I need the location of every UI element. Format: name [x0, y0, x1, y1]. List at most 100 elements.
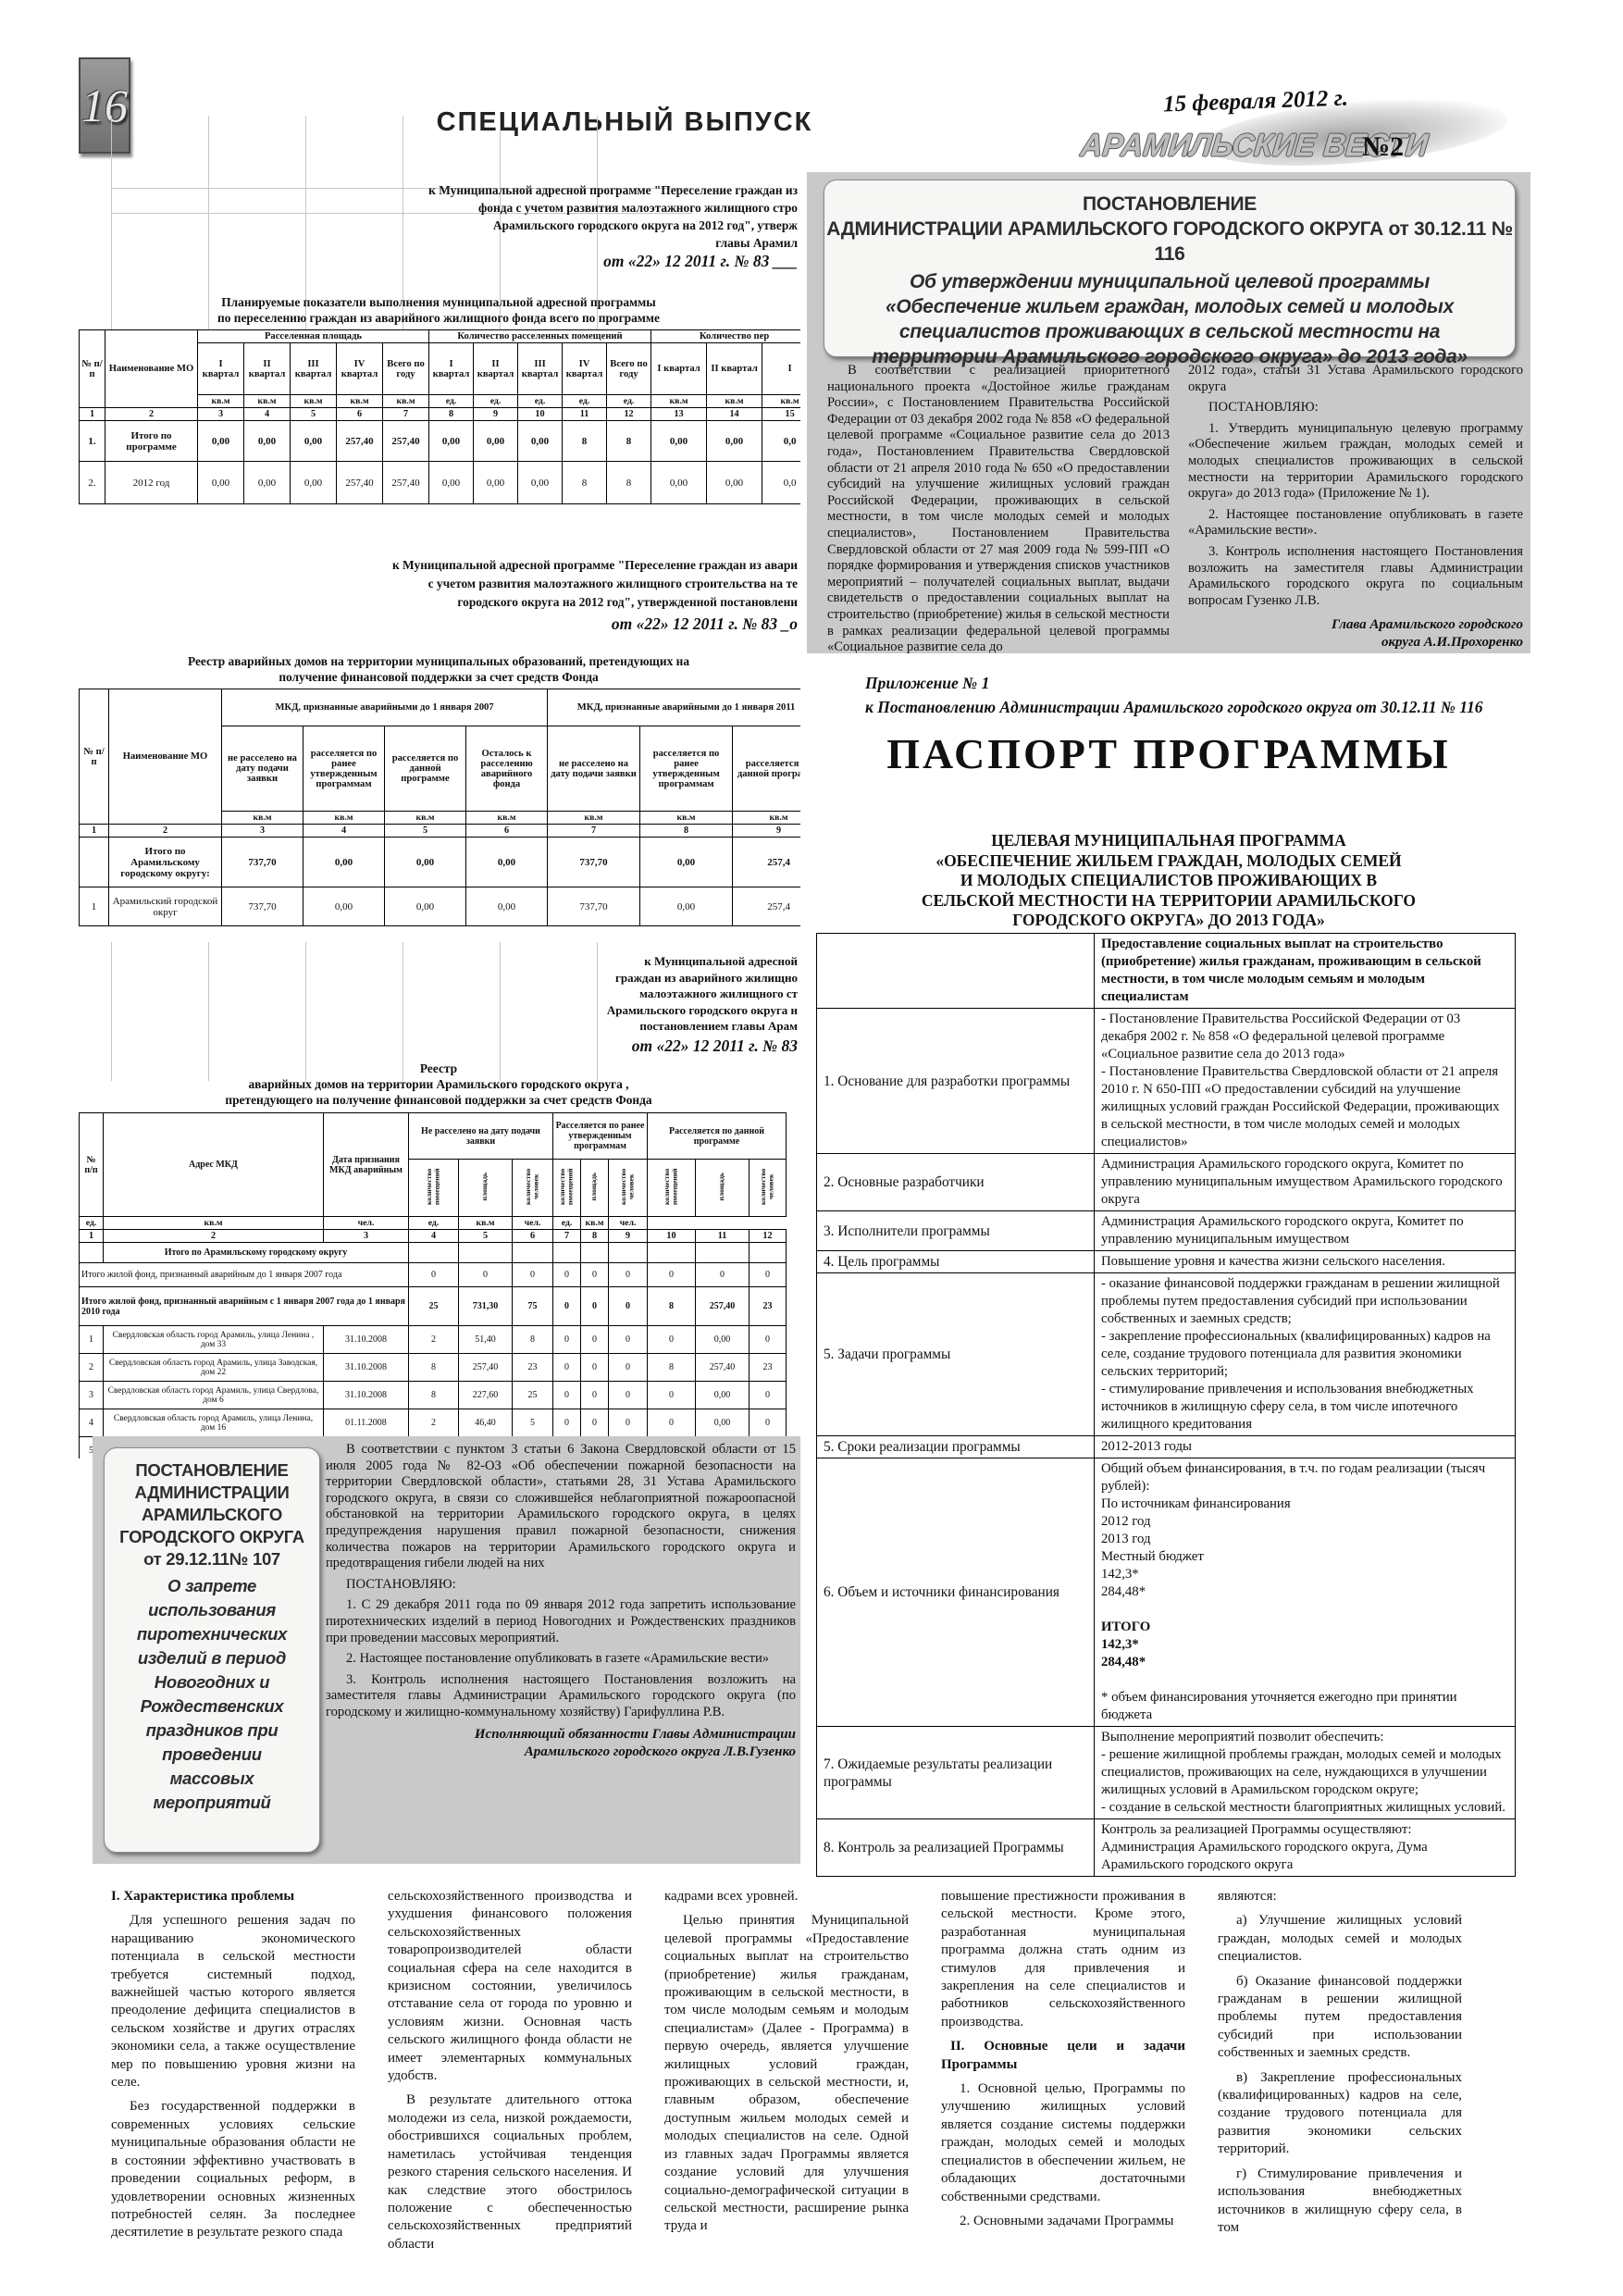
cell: 0,00	[695, 1409, 750, 1437]
cell: 0	[408, 1262, 459, 1287]
cell: Предоставление социальных выплат на стро…	[1094, 933, 1516, 1009]
paragraph: 1. Утвердить муниципальную целевую прогр…	[1188, 420, 1523, 502]
cell: 0	[608, 1353, 648, 1382]
paragraph: Целью принятия Муниципальной целевой про…	[664, 1913, 909, 2234]
paragraph: Без государственной поддержки в современ…	[111, 2099, 355, 2240]
cell: 7. Ожидаемые результаты реализации прогр…	[816, 1726, 1095, 1819]
cell: 0,00	[428, 420, 475, 462]
page-number-badge: 16	[79, 57, 130, 154]
cell: кв.м	[103, 1216, 324, 1230]
cell: кв.м	[650, 394, 708, 408]
cell: 0,00	[197, 420, 244, 462]
cell: 0	[552, 1262, 581, 1287]
cell: Свердловская область город Арамиль, улиц…	[103, 1409, 324, 1437]
cell: кв.м	[706, 394, 763, 408]
cell: Итого жилой фонд, признанный аварийным д…	[79, 1262, 409, 1287]
cell: Администрация Арамильского городского ок…	[1094, 1153, 1516, 1211]
cell: № п/п	[79, 689, 109, 825]
cell: 0	[552, 1286, 581, 1326]
cell: IV квартал	[562, 342, 608, 395]
cell: кв.м	[762, 394, 800, 408]
cell: 10	[647, 1229, 696, 1243]
cell: кв.м	[303, 811, 385, 825]
cell: 23	[512, 1353, 553, 1382]
table-row: кв.м кв.м кв.м кв.м кв.м ед. ед. ед. ед.…	[80, 394, 800, 408]
table-row: 2 Свердловская область город Арамиль, ул…	[79, 1353, 787, 1382]
cell: 257,40	[336, 420, 383, 462]
rotated-label: количество человек	[524, 1168, 540, 1205]
cell: 0	[512, 1262, 553, 1287]
cell	[816, 933, 1095, 1009]
cell: Администрация Арамильского городского ок…	[1094, 1210, 1516, 1251]
cell	[512, 1242, 553, 1263]
cell: 7	[552, 1229, 581, 1243]
cell: площадь	[695, 1159, 750, 1217]
cell: не расселено на дату подачи заявки	[221, 726, 304, 812]
paragraph: ПОСТАНОВЛЯЮ:	[346, 1576, 456, 1592]
decree-116-signature: Глава Арамильского городского округа А.И…	[1332, 617, 1523, 651]
cell: кв.м	[580, 1216, 609, 1230]
cell: 8	[606, 461, 652, 504]
cell: Количество расселенных помещений	[428, 329, 652, 343]
table-b-clip: № п/п Наименование МО МКД, признанные ав…	[79, 689, 800, 935]
cell: Адрес МКД	[103, 1112, 324, 1217]
cell: расселяется по данной программе	[732, 726, 800, 812]
cell: кв.м	[336, 394, 383, 408]
cell	[408, 1242, 459, 1263]
cell: 9	[608, 1229, 648, 1243]
cell: количество помещений	[552, 1159, 581, 1217]
table-c-title: Реестр аварийных домов на территории Ара…	[225, 1061, 652, 1107]
cell: кв.м	[384, 811, 466, 825]
paragraph: В соответствии с реализацией приоритетно…	[827, 363, 1170, 655]
cell: 8	[562, 461, 608, 504]
cell: IV квартал	[336, 342, 383, 395]
cell: 0,00	[303, 837, 385, 887]
appendix-line-1: Приложение № 1	[865, 674, 990, 692]
paragraph: в) Закрепление профессиональных (квалифи…	[1218, 2069, 1462, 2157]
decree-107-signature: Исполняющий обязанности Главы Администра…	[474, 1726, 796, 1759]
bottom-column-2: сельскохозяйственного производства и уху…	[388, 1888, 632, 2260]
cell: 0,00	[695, 1325, 750, 1354]
cell: 731,30	[458, 1286, 513, 1326]
cell: Не расселено на дату подачи заявки	[408, 1112, 553, 1160]
cell	[647, 1242, 696, 1263]
cell: Количество пер	[650, 329, 800, 343]
cell: II квартал	[473, 342, 519, 395]
cell: 0,00	[695, 1381, 750, 1409]
cell: 3	[221, 824, 304, 838]
table-row: 5. Сроки реализации программы 2012-2013 …	[816, 1435, 1516, 1458]
paragraph: ПОСТАНОВЛЯЮ:	[1208, 400, 1319, 416]
cell: 0,00	[197, 461, 244, 504]
cell: 6	[336, 407, 383, 421]
cell: 8	[639, 824, 734, 838]
cell: 8	[647, 1286, 696, 1326]
cell: 23	[749, 1353, 787, 1382]
cell: расселяется по данной программе	[384, 726, 466, 812]
bottom-column-3: кадрами всех уровней. Целью принятия Мун…	[664, 1888, 909, 2242]
passport-title: ПАСПОРТ ПРОГРАММЫ	[886, 730, 1451, 777]
cell: II квартал	[243, 342, 291, 395]
cell: 0,00	[639, 887, 734, 926]
cell: 0,00	[473, 420, 519, 462]
cell: 0	[580, 1409, 609, 1437]
cell: не расселено на дату подачи заявки	[547, 726, 641, 812]
table-row: 1 2 3 4 5 6 7 8 9 10 11 12	[79, 1229, 787, 1243]
registry-houses-table: № п/п Адрес МКД Дата признания МКД авари…	[79, 1112, 787, 1458]
paragraph: В результате длительного оттока молодежи…	[388, 2092, 632, 2252]
table-row: Итого по Арамильскому городскому округу	[79, 1242, 787, 1263]
cell: Дата признания МКД аварийным	[323, 1112, 409, 1217]
cell: 0	[608, 1286, 648, 1326]
cell: 0,00	[473, 461, 519, 504]
cell: количество помещений	[408, 1159, 459, 1217]
cell: 737,70	[547, 837, 641, 887]
cell: 0	[552, 1353, 581, 1382]
cell: 4	[243, 407, 291, 421]
cell: 1	[79, 887, 109, 926]
cell: 0,00	[243, 420, 291, 462]
cell: 0	[552, 1381, 581, 1409]
cell: 257,4	[732, 887, 800, 926]
table-row: 1. Основание для разработки программы - …	[816, 1008, 1516, 1154]
cell: 2	[105, 407, 198, 421]
cell: 8	[562, 420, 608, 462]
table-row: 8. Контроль за реализацией Программы Кон…	[816, 1818, 1516, 1877]
